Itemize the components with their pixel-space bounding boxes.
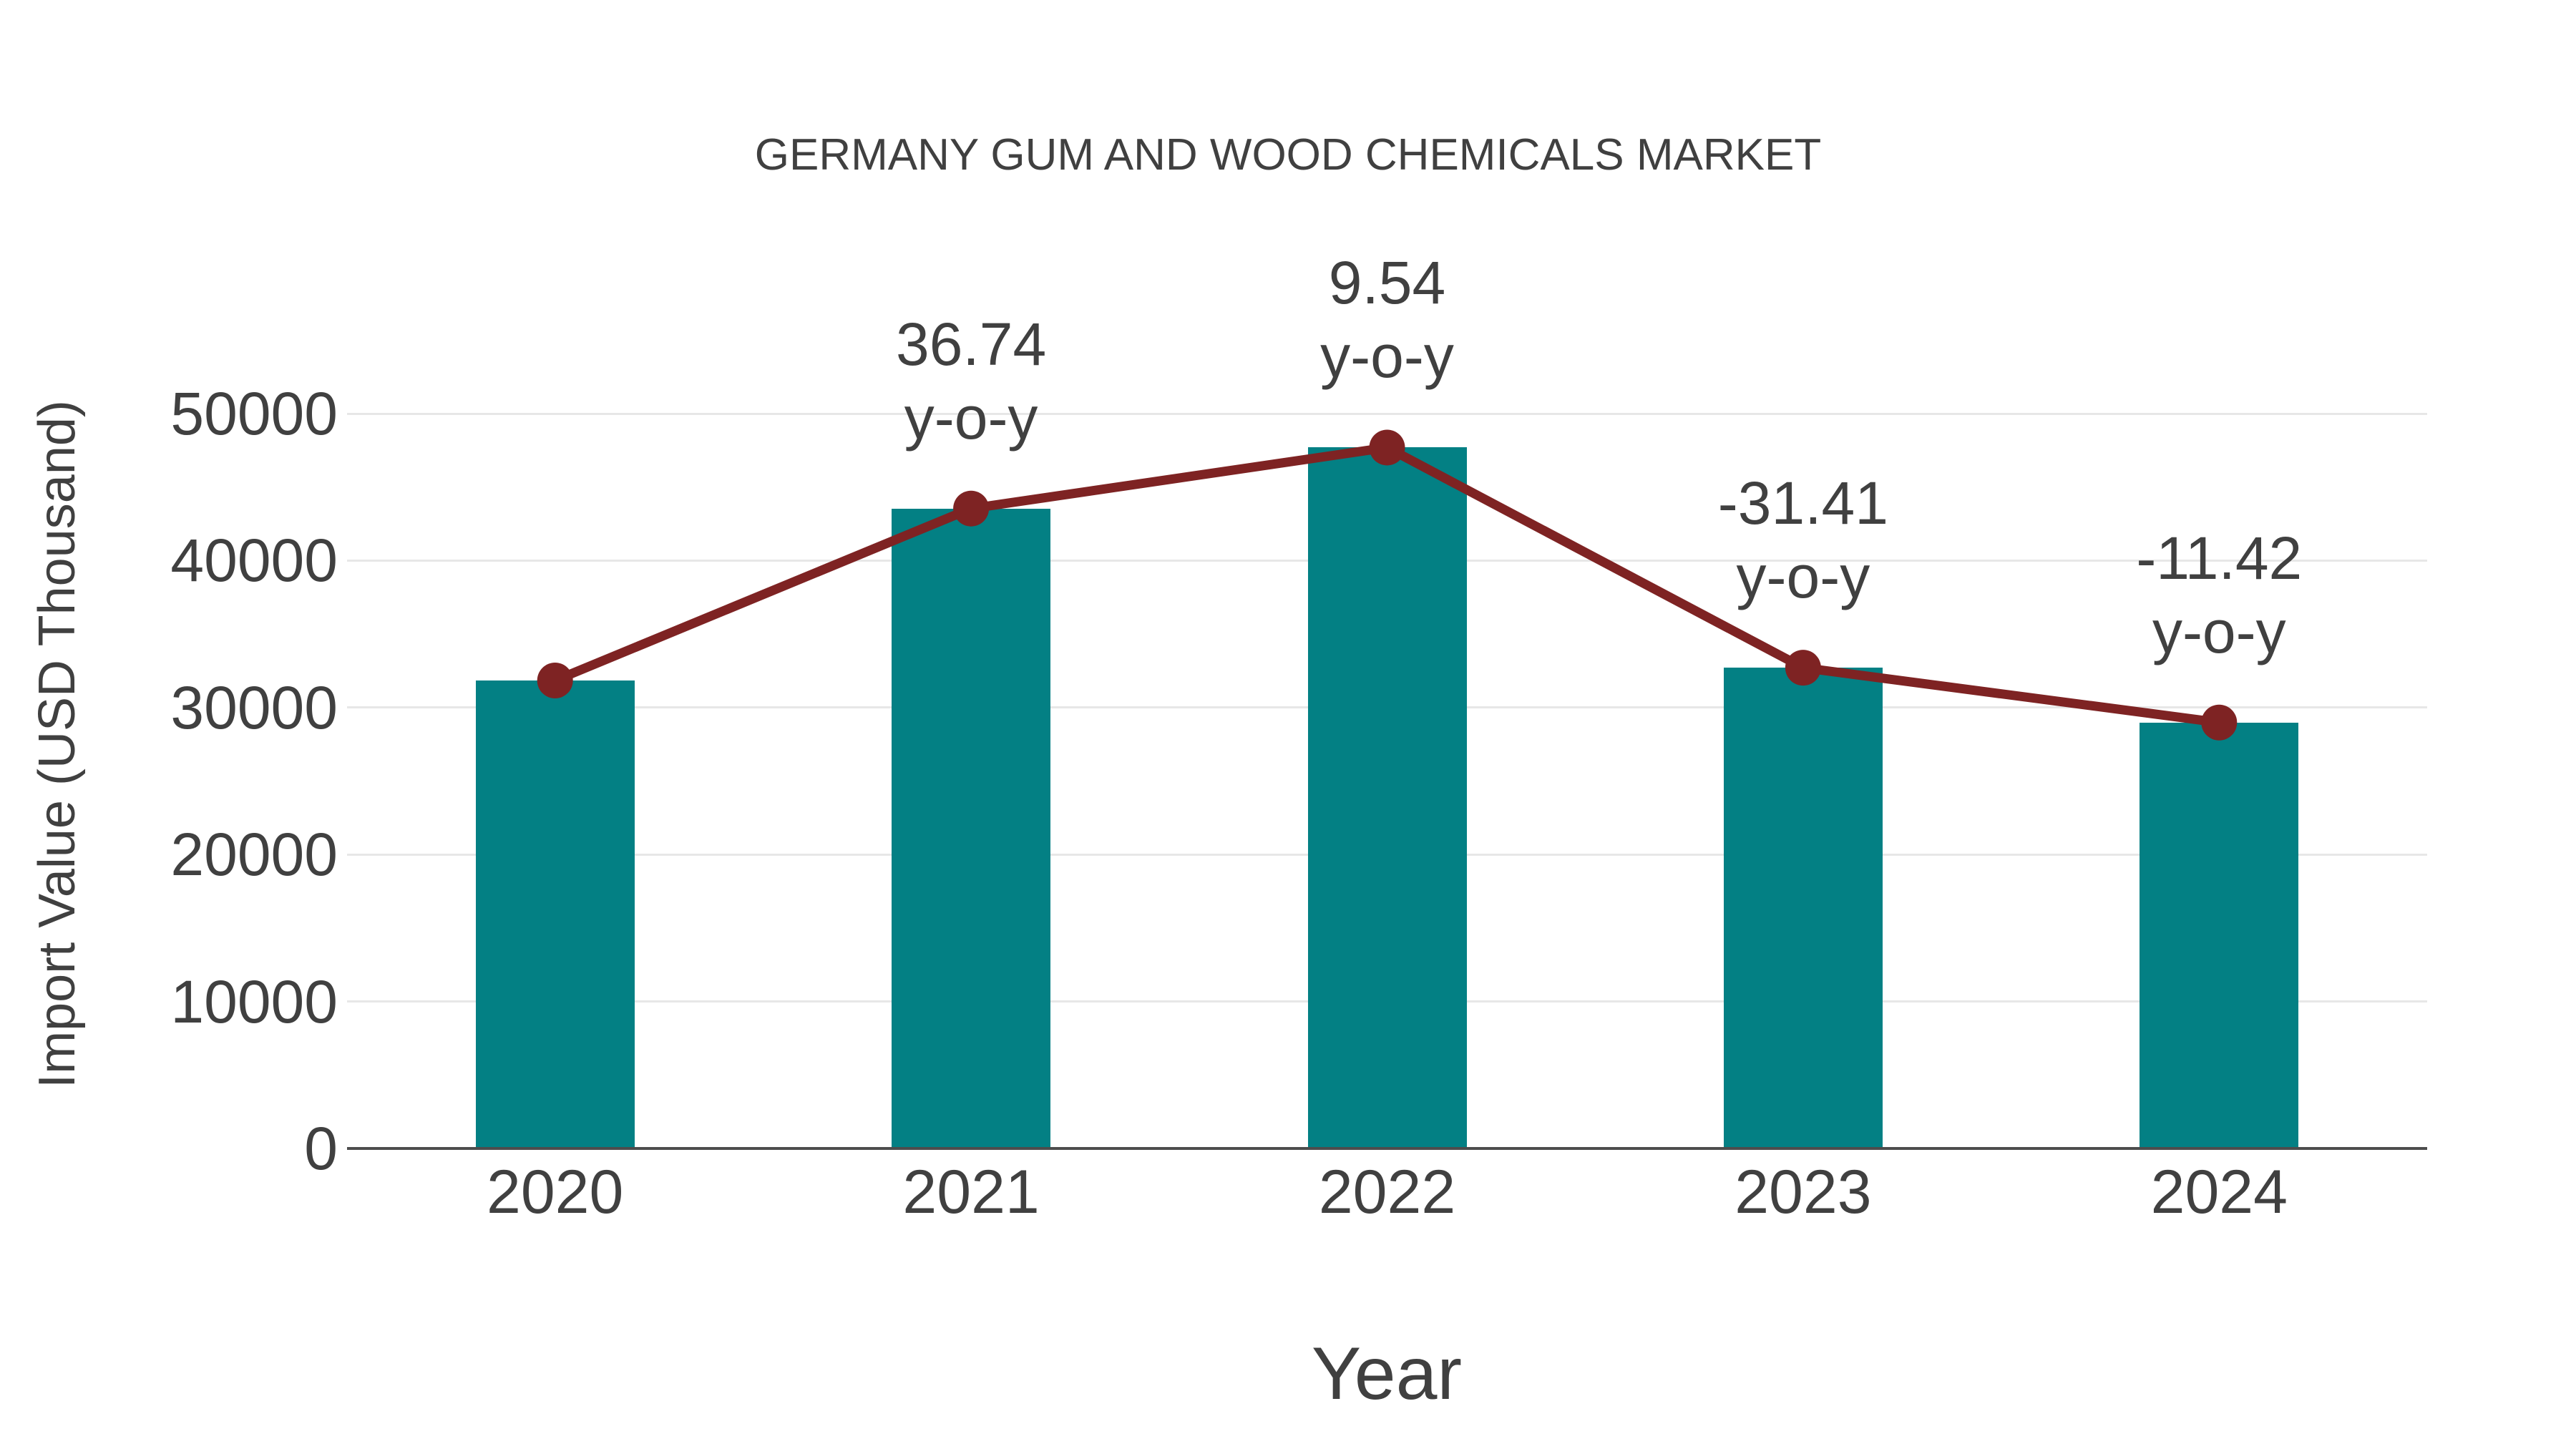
x-tick-label-2023: 2023: [1735, 1158, 1872, 1226]
line-marker-2024: [2201, 704, 2238, 741]
annotation-suffix-2023: y-o-y: [1736, 543, 1870, 611]
x-axis-line: [347, 1147, 2427, 1150]
line-marker-2021: [953, 490, 990, 527]
gridline-50000: [347, 412, 2427, 415]
chart-title: GERMANY GUM AND WOOD CHEMICALS MARKET: [754, 130, 1822, 180]
x-tick-label-2024: 2024: [2150, 1158, 2288, 1226]
bar-2024: [2140, 722, 2299, 1148]
annotation-suffix-2022: y-o-y: [1320, 323, 1454, 391]
x-tick-label-2021: 2021: [902, 1158, 1040, 1226]
y-tick-label-0: 0: [304, 1115, 338, 1182]
y-axis-title: Import Value (USD Thousand): [29, 400, 86, 1088]
y-tick-label-20000: 20000: [170, 821, 338, 889]
bar-2020: [475, 680, 635, 1148]
annotation-value-2023: -31.41: [1717, 469, 1888, 537]
line-marker-2020: [537, 663, 573, 699]
bar-2021: [892, 508, 1051, 1148]
annotation-suffix-2021: y-o-y: [904, 384, 1038, 452]
x-tick-label-2022: 2022: [1318, 1158, 1456, 1226]
x-tick-label-2020: 2020: [487, 1158, 624, 1226]
annotation-value-2021: 36.74: [895, 310, 1047, 378]
bar-2022: [1307, 447, 1467, 1148]
y-tick-label-40000: 40000: [170, 527, 338, 595]
line-marker-2023: [1785, 650, 1821, 686]
annotation-value-2024: -11.42: [2136, 524, 2303, 592]
annotation-value-2022: 9.54: [1328, 249, 1446, 317]
y-tick-label-30000: 30000: [170, 673, 338, 741]
y-tick-label-10000: 10000: [170, 967, 338, 1035]
line-marker-2022: [1369, 429, 1405, 466]
annotation-suffix-2024: y-o-y: [2152, 597, 2286, 665]
yoy-line: [553, 442, 2220, 728]
x-axis-title: Year: [1311, 1332, 1463, 1415]
bar-2023: [1723, 668, 1883, 1148]
y-tick-label-50000: 50000: [170, 380, 338, 447]
